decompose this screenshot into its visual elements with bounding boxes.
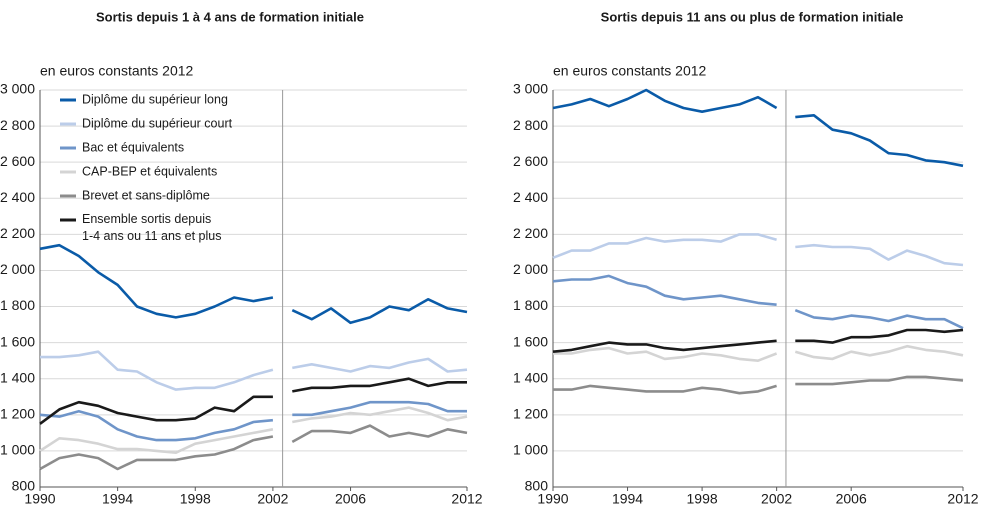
series-line bbox=[291, 424, 468, 444]
y-tick-label: 3 000 bbox=[513, 81, 548, 97]
y-tick-label: 2 000 bbox=[513, 261, 548, 277]
series-line bbox=[552, 339, 777, 353]
legend-label: Diplôme du supérieur court bbox=[82, 116, 233, 130]
series-line bbox=[552, 233, 777, 260]
x-tick-label: 1990 bbox=[537, 491, 568, 507]
series-line bbox=[553, 384, 777, 395]
legend-label: Brevet et sans-diplôme bbox=[82, 188, 210, 202]
y-tick-label: 2 200 bbox=[513, 225, 548, 241]
chart-title: Sortis depuis 1 à 4 ans de formation ini… bbox=[96, 9, 364, 24]
y-axis-label: en euros constants 2012 bbox=[40, 63, 194, 79]
series-line bbox=[292, 406, 468, 424]
y-tick-label: 1 400 bbox=[0, 369, 35, 385]
y-tick-label: 1 800 bbox=[513, 297, 548, 313]
series-line bbox=[39, 243, 274, 319]
legend-label: CAP-BEP et équivalents bbox=[82, 164, 217, 178]
legend-line: 1-4 ans ou 11 ans et plus bbox=[82, 229, 221, 243]
y-tick-label: 2 600 bbox=[513, 153, 548, 169]
y-tick-label: 1 600 bbox=[513, 333, 548, 349]
series-line bbox=[795, 328, 964, 344]
series-line bbox=[39, 409, 274, 442]
y-tick-label: 1 000 bbox=[0, 442, 35, 458]
y-tick-label: 2 200 bbox=[0, 225, 35, 241]
y-tick-label: 1 400 bbox=[513, 369, 548, 385]
y-tick-label: 800 bbox=[525, 478, 549, 494]
series-line bbox=[795, 375, 964, 386]
series-line bbox=[39, 435, 274, 471]
y-tick-label: 2 000 bbox=[0, 261, 35, 277]
legend-label: Bac et équivalents bbox=[82, 140, 184, 154]
y-axis-label: en euros constants 2012 bbox=[553, 63, 707, 79]
x-tick-label: 2012 bbox=[947, 491, 978, 507]
x-tick-label: 2002 bbox=[257, 491, 288, 507]
y-tick-label: 2 800 bbox=[513, 117, 548, 133]
series-line bbox=[39, 428, 274, 454]
series-line bbox=[552, 88, 778, 113]
x-tick-label: 2012 bbox=[451, 491, 482, 507]
series-line bbox=[552, 274, 777, 306]
series-line bbox=[795, 114, 964, 168]
y-tick-label: 2 400 bbox=[513, 189, 548, 205]
chart-title: Sortis depuis 11 ans ou plus de formatio… bbox=[601, 9, 904, 24]
series-line bbox=[40, 350, 274, 391]
x-tick-label: 1994 bbox=[612, 491, 643, 507]
y-tick-label: 1 600 bbox=[0, 333, 35, 349]
y-tick-label: 1 200 bbox=[0, 406, 35, 422]
y-tick-label: 3 000 bbox=[0, 81, 35, 97]
series-line bbox=[39, 395, 273, 425]
series-line bbox=[292, 357, 468, 373]
y-tick-label: 2 600 bbox=[0, 153, 35, 169]
series-line bbox=[795, 243, 964, 267]
x-tick-label: 1998 bbox=[687, 491, 718, 507]
x-tick-label: 2006 bbox=[335, 491, 366, 507]
y-tick-label: 1 800 bbox=[0, 297, 35, 313]
y-tick-label: 2 800 bbox=[0, 117, 35, 133]
series-line bbox=[794, 308, 964, 330]
legend-label: Diplôme du supérieur long bbox=[82, 92, 228, 106]
x-tick-label: 1990 bbox=[24, 491, 55, 507]
y-tick-label: 800 bbox=[12, 478, 36, 494]
y-tick-label: 1 200 bbox=[513, 406, 548, 422]
series-line bbox=[292, 377, 467, 393]
series-line bbox=[794, 344, 964, 361]
legend-label: Ensemble sortis depuis 1-4 ans ou 11 ans… bbox=[82, 212, 221, 243]
x-tick-label: 2006 bbox=[836, 491, 867, 507]
x-tick-label: 2002 bbox=[761, 491, 792, 507]
x-tick-label: 1998 bbox=[180, 491, 211, 507]
series-line bbox=[292, 400, 467, 417]
series-line bbox=[553, 346, 778, 362]
series-line bbox=[291, 298, 468, 325]
y-tick-label: 1 000 bbox=[513, 442, 548, 458]
x-tick-label: 1994 bbox=[102, 491, 133, 507]
y-tick-label: 2 400 bbox=[0, 189, 35, 205]
legend-line: Ensemble sortis depuis bbox=[82, 212, 215, 226]
